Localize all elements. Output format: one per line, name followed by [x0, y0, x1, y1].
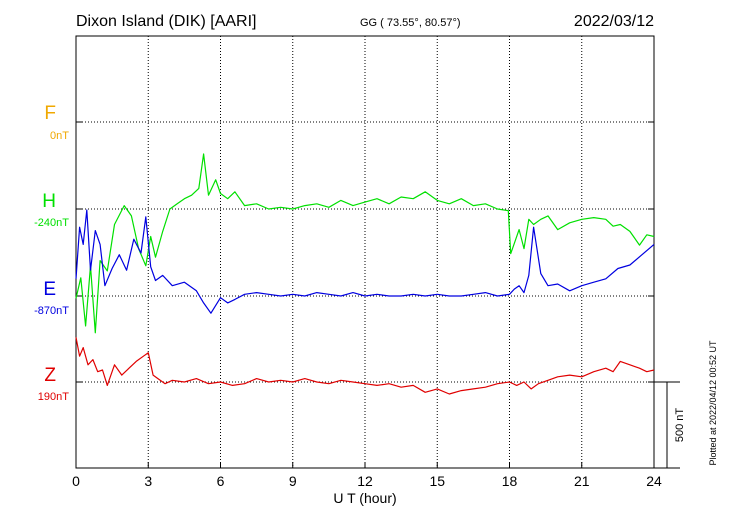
- x-tick-label: 12: [357, 473, 373, 489]
- scale-bar: [654, 381, 680, 469]
- x-tick-label: 0: [72, 473, 80, 489]
- series-line-E: [75, 209, 655, 314]
- x-tick-label: 15: [429, 473, 445, 489]
- channel-name: H: [42, 191, 56, 212]
- channel-name: Z: [44, 365, 56, 386]
- channel-baseline-label: 190nT: [38, 391, 69, 403]
- chart-date: 2022/03/12: [574, 13, 654, 30]
- scale-bar-label: 500 nT: [674, 408, 686, 443]
- series-line-Z: [75, 337, 655, 395]
- x-tick-label: 18: [502, 473, 518, 489]
- channel-name: E: [43, 279, 56, 300]
- x-tick-label: 24: [646, 473, 662, 489]
- x-tick-label: 6: [217, 473, 225, 489]
- station-coords: GG ( 73.55°, 80.57°): [360, 17, 461, 29]
- channel-baseline-label: 0nT: [50, 130, 69, 142]
- x-axis-ticks: 0 3 6 9 12 15 18 21 24: [72, 462, 662, 489]
- station-title: Dixon Island (DIK) [AARI]: [76, 13, 257, 30]
- channel-baseline-label: -870nT: [34, 305, 69, 317]
- x-tick-label: 21: [574, 473, 590, 489]
- channel-baseline-label: -240nT: [34, 217, 69, 229]
- series-line-H: [75, 153, 655, 334]
- x-tick-label: 9: [289, 473, 297, 489]
- channel-labels: F 0nT H -240nT E -870nT Z 190nT: [34, 103, 69, 403]
- grid-lines: [76, 36, 654, 468]
- plotted-timestamp: Plotted at 2022/04/12 00:52 UT: [708, 340, 718, 466]
- channel-name: F: [44, 103, 56, 124]
- x-axis-label: U T (hour): [333, 490, 396, 506]
- series-lines: [75, 153, 655, 395]
- x-tick-label: 3: [144, 473, 152, 489]
